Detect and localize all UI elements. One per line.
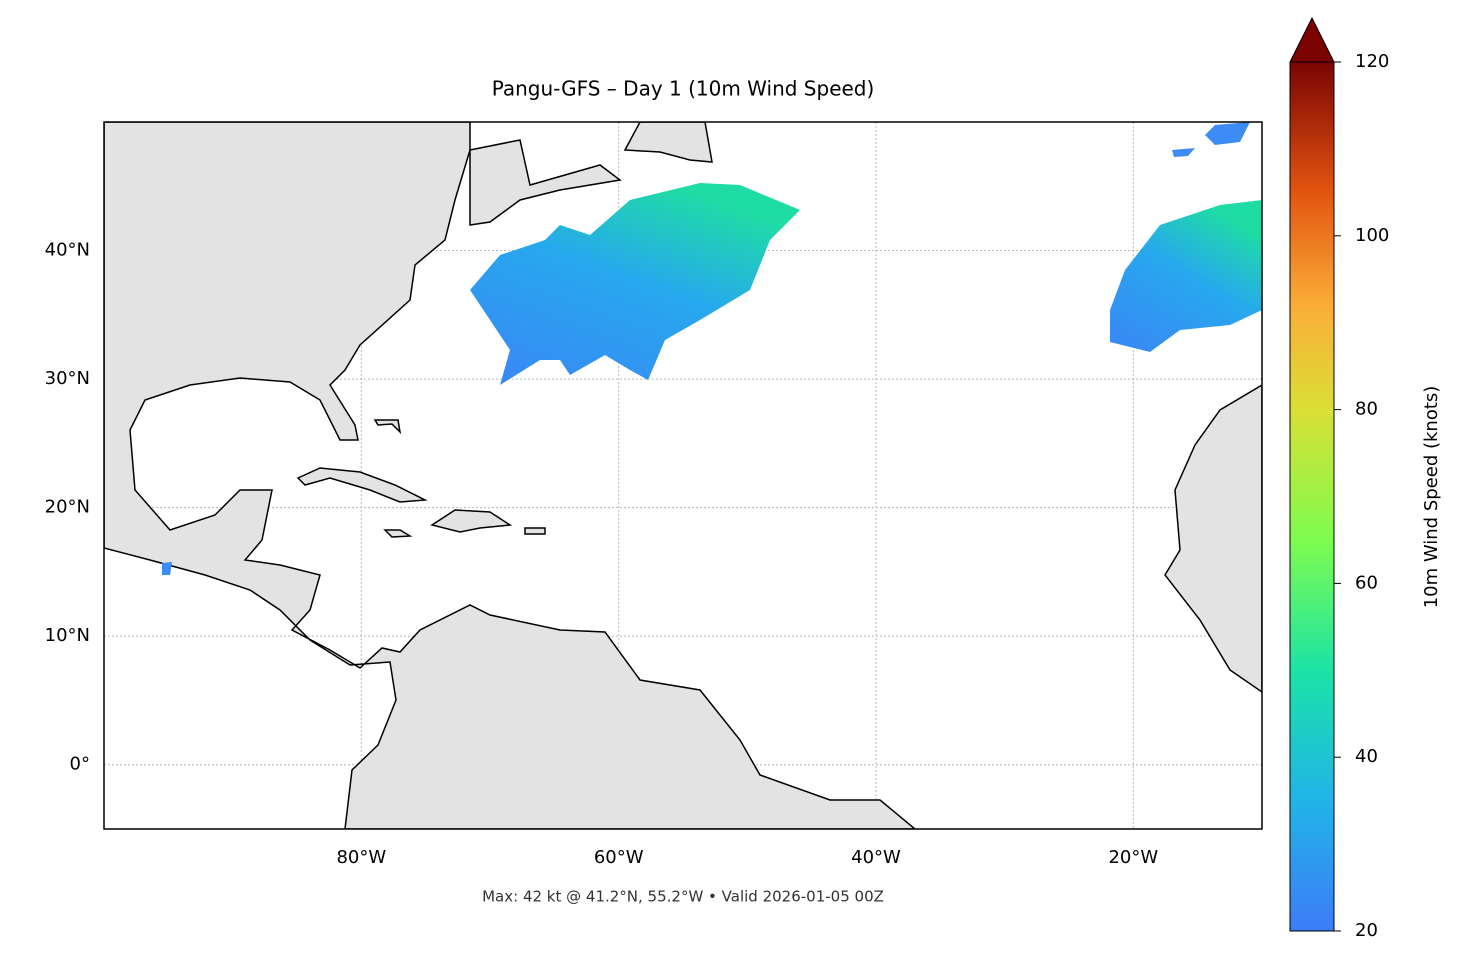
lon-tick-label: 60°W bbox=[594, 847, 644, 868]
wind-area bbox=[1110, 200, 1262, 352]
map-layer bbox=[104, 122, 1262, 829]
colorbar-extend bbox=[1289, 16, 1335, 63]
lat-tick-label: 30°N bbox=[45, 368, 90, 389]
colorbar-tick-label: 60 bbox=[1355, 572, 1378, 593]
colorbar bbox=[1289, 61, 1335, 932]
map-frame bbox=[103, 121, 1263, 830]
bahamas bbox=[373, 419, 402, 435]
nova-scotia bbox=[469, 139, 622, 226]
colorbar-tick-label: 20 bbox=[1355, 920, 1378, 941]
hispaniola bbox=[430, 509, 513, 533]
lon-tick-label: 40°W bbox=[851, 847, 901, 868]
jamaica bbox=[383, 529, 413, 538]
lat-tick-label: 10°N bbox=[45, 625, 90, 646]
map-title: Pangu-GFS – Day 1 (10m Wind Speed) bbox=[492, 77, 875, 101]
puerto-rico bbox=[524, 527, 546, 535]
wind-area bbox=[470, 183, 800, 385]
lon-tick-label: 20°W bbox=[1108, 847, 1158, 868]
caption: Max: 42 kt @ 41.2°N, 55.2°W • Valid 2026… bbox=[482, 888, 884, 906]
lat-tick-label: 40°N bbox=[45, 240, 90, 261]
americas bbox=[104, 122, 917, 829]
lat-tick-label: 0° bbox=[70, 754, 90, 775]
newfoundland bbox=[623, 122, 713, 163]
colorbar-tick-label: 120 bbox=[1355, 51, 1389, 72]
africa bbox=[1164, 384, 1262, 693]
colorbar-tick-label: 40 bbox=[1355, 746, 1378, 767]
lon-tick-label: 80°W bbox=[336, 847, 386, 868]
wind-field bbox=[162, 122, 1262, 575]
colorbar-tick-label: 80 bbox=[1355, 399, 1378, 420]
colorbar-tick-label: 100 bbox=[1355, 225, 1389, 246]
lat-tick-label: 20°N bbox=[45, 497, 90, 518]
colorbar-label: 10m Wind Speed (knots) bbox=[1421, 386, 1442, 609]
cuba bbox=[296, 467, 428, 503]
